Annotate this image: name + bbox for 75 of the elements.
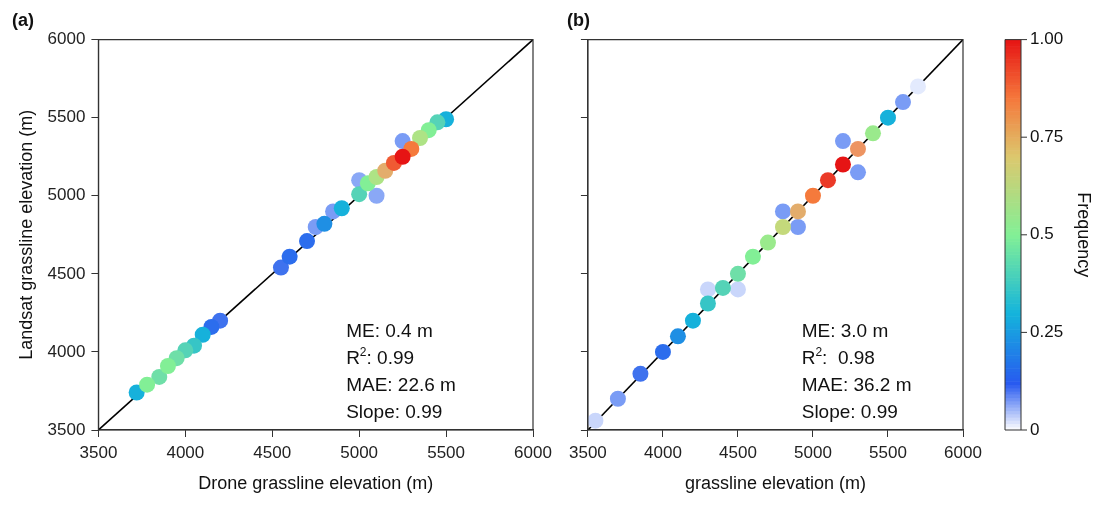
point: [316, 215, 333, 232]
point: [759, 234, 776, 251]
annotation: Slope: 0.99: [346, 401, 443, 422]
color-bar-title: Frequency: [1074, 192, 1095, 278]
chart-title: (a): [12, 9, 34, 30]
point: [744, 248, 761, 265]
y-axis-title: Landsat grassline elevation (m): [15, 109, 36, 360]
point: [849, 164, 866, 181]
x-axis-title: Drone grassline elevation (m): [198, 473, 434, 494]
y-tick-label: 3500: [47, 419, 86, 439]
point: [632, 365, 649, 382]
point: [819, 172, 836, 189]
x-tick-label: 5000: [340, 442, 379, 462]
chart-title: (b): [567, 9, 590, 30]
point: [299, 233, 316, 250]
point: [789, 218, 806, 235]
x-tick-label: 3500: [79, 442, 118, 462]
color-bar-label: 1.00: [1030, 29, 1064, 49]
point: [699, 281, 716, 298]
x-tick-label: 5500: [869, 442, 907, 462]
y-tick-label: 5000: [47, 185, 86, 205]
y-tick-label: 4000: [47, 341, 86, 361]
point: [139, 376, 156, 393]
point: [714, 279, 731, 296]
point: [587, 412, 604, 429]
point: [654, 343, 671, 360]
color-bar-label: 0.75: [1030, 126, 1064, 146]
point: [774, 203, 791, 220]
color-bar-label: 0.25: [1030, 322, 1064, 342]
point: [333, 200, 350, 217]
point: [729, 281, 746, 298]
x-axis-title: grassline elevation (m): [684, 473, 866, 494]
point: [774, 218, 791, 235]
point: [879, 109, 896, 126]
point: [789, 203, 806, 220]
point: [151, 368, 168, 385]
x-tick-label: 4000: [166, 442, 205, 462]
point: [368, 187, 385, 204]
point: [804, 187, 821, 204]
y-tick-label: 6000: [47, 29, 86, 49]
annotation: ME: 3.0 m: [801, 320, 889, 341]
y-tick-label: 5500: [47, 107, 86, 127]
point: [412, 129, 429, 146]
point: [849, 140, 866, 157]
annotation: ME: 0.4 m: [346, 320, 433, 341]
point: [281, 248, 298, 265]
point: [684, 312, 701, 329]
point: [729, 265, 746, 282]
point: [699, 295, 716, 312]
x-tick-label: 4500: [253, 442, 292, 462]
annotation: MAE: 36.2 m: [801, 374, 912, 395]
x-tick-label: 4500: [719, 442, 757, 462]
point: [864, 125, 881, 142]
point: [394, 148, 411, 165]
x-tick-label: 3500: [569, 442, 607, 462]
color-bar-label: 0: [1030, 419, 1040, 439]
y-tick-label: 4500: [47, 263, 86, 283]
x-tick-label: 4000: [644, 442, 682, 462]
point: [609, 390, 626, 407]
point: [834, 156, 851, 173]
x-tick-label: 5000: [794, 442, 832, 462]
x-tick-label: 5500: [427, 442, 465, 462]
annotation: Slope: 0.99: [801, 401, 898, 422]
point: [272, 259, 289, 276]
point: [194, 326, 211, 343]
point: [909, 78, 926, 95]
x-tick-label: 6000: [514, 442, 552, 462]
color-bar-label: 0.5: [1030, 224, 1054, 244]
x-tick-label: 6000: [944, 442, 982, 462]
point: [351, 186, 368, 203]
annotation: MAE: 22.6 m: [346, 374, 456, 395]
point: [159, 357, 176, 374]
point: [669, 328, 686, 345]
point: [894, 94, 911, 111]
point: [834, 133, 851, 150]
